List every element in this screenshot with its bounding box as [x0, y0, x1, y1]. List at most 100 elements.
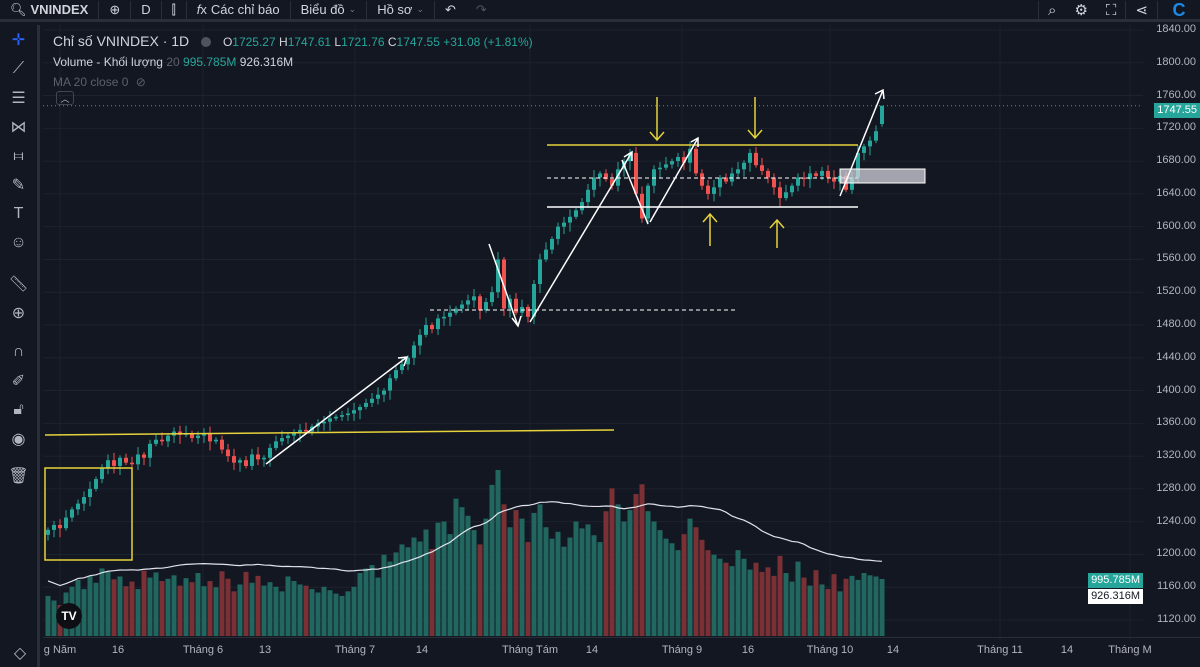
candle-body — [868, 140, 872, 147]
yellow-arrows[interactable] — [649, 97, 785, 248]
hidden-eye-icon[interactable]: ⊘ — [135, 75, 146, 89]
profile-menu-button[interactable]: Hồ sơ ⌄ — [367, 0, 436, 19]
undo-button[interactable]: ↶ — [435, 1, 466, 19]
volume-bar — [729, 566, 735, 636]
time-tick-label: 14 — [1060, 644, 1074, 656]
lock-icon: 🔓︎ — [13, 400, 24, 418]
volume-bar — [183, 578, 189, 636]
fullscreen-button[interactable]: ⛶ — [1097, 1, 1126, 19]
candle-body — [754, 152, 758, 166]
time-axis[interactable]: g Năm 16 Tháng 6 13 Tháng 7 14 Tháng Tám 14 Thán… — [43, 637, 1200, 659]
candle-body — [556, 226, 560, 239]
yellow-support-line[interactable] — [44, 429, 615, 436]
quick-search-button[interactable]: ⌕ — [1038, 1, 1065, 19]
candle-body — [586, 189, 590, 203]
crosshair-tool[interactable]: ✛ — [0, 25, 37, 54]
candle-body — [382, 390, 386, 395]
volume-bar — [537, 504, 543, 636]
volume-bar — [177, 585, 183, 636]
candle-body — [766, 170, 770, 178]
volume-bar — [687, 518, 693, 636]
object-tree-button[interactable]: ◇ — [0, 638, 40, 667]
icon-tool[interactable]: ☺ — [0, 228, 37, 257]
price-tick-label: 1360.00 — [1156, 416, 1196, 429]
volume-bar — [669, 543, 675, 636]
legend-ma[interactable]: MA 20 close 0 ⊘ — [53, 75, 146, 89]
stay-drawing-tool[interactable]: ✐ — [0, 366, 37, 395]
hide-tool[interactable]: ◉ — [0, 424, 37, 453]
candle-body — [862, 146, 866, 153]
volume-bar — [609, 488, 615, 636]
delete-tool[interactable]: 🗑︎ — [0, 461, 37, 490]
volume-bar — [765, 567, 771, 636]
pattern-tool[interactable]: ⋈ — [0, 112, 37, 141]
candle-body — [190, 433, 194, 439]
collapse-legend-icon[interactable] — [201, 37, 212, 48]
zoom-tool[interactable]: ⊕ — [0, 298, 37, 327]
text-tool[interactable]: T — [0, 199, 37, 228]
magnet-tool[interactable]: ∩ — [0, 337, 37, 366]
lock-tool[interactable]: 🔓︎ — [0, 395, 37, 424]
volume-bar — [579, 528, 585, 636]
candle-body — [298, 429, 302, 434]
candle-body — [682, 157, 686, 163]
brush-tool[interactable]: ✎ — [0, 170, 37, 199]
time-tick-label: Tháng 6 — [182, 644, 224, 656]
candle-body — [484, 302, 488, 311]
volume-bar — [705, 550, 711, 636]
time-tick-label: 13 — [258, 644, 272, 656]
chart-menu-button[interactable]: Biểu đồ ⌄ — [291, 0, 368, 19]
trendline-tool[interactable]: ⟋ — [0, 54, 37, 83]
price-chart[interactable] — [43, 25, 1143, 640]
candle-body — [610, 179, 614, 186]
volume-bar — [237, 584, 243, 636]
chart-type-button[interactable]: ⫿ — [162, 0, 187, 19]
volume-bar — [711, 554, 717, 636]
white-arrows[interactable] — [265, 88, 885, 465]
candle-body — [718, 177, 722, 188]
price-tick-label: 1200.00 — [1156, 547, 1196, 560]
volume-bar — [681, 534, 687, 636]
candle-body — [394, 370, 398, 379]
ruler-icon: 📏︎ — [8, 275, 29, 293]
projection-tool[interactable]: ⧦ — [0, 141, 37, 170]
time-tick-label: Tháng 9 — [661, 644, 703, 656]
price-axis[interactable]: 1840.00 1800.00 1760.00 1720.00 1680.00 1640.… — [1143, 23, 1200, 640]
share-button[interactable]: ⋖ — [1125, 1, 1157, 19]
measure-tool[interactable]: 📏︎ — [0, 269, 37, 298]
candle-body — [406, 357, 410, 365]
candle-body — [808, 173, 812, 180]
gray-zone-rect[interactable] — [839, 168, 926, 184]
volume-bar — [411, 537, 417, 636]
compare-button[interactable]: ⊕ — [99, 0, 132, 19]
volume-bar — [879, 579, 885, 636]
volume-bar — [873, 576, 879, 636]
volume-bar — [639, 484, 645, 636]
volume-bar — [417, 541, 423, 636]
candle-body — [760, 165, 764, 171]
candle-body — [400, 364, 404, 371]
collapse-legend-button[interactable]: ︿ — [56, 91, 74, 105]
volume-bar — [663, 538, 669, 636]
time-tick-label: 14 — [585, 644, 599, 656]
fib-tool[interactable]: ☰ — [0, 83, 37, 112]
volume-bar — [327, 590, 333, 636]
volume-bar — [597, 542, 603, 636]
volume-bar — [321, 586, 327, 636]
volume-bar — [339, 595, 345, 636]
candle-body — [490, 292, 494, 303]
settings-button[interactable]: ⚙ — [1065, 1, 1096, 19]
price-tick-label: 1120.00 — [1157, 613, 1196, 625]
volume-bar — [111, 579, 117, 636]
candle-body — [802, 177, 806, 180]
interval-button[interactable]: D — [131, 0, 162, 19]
candle-body — [856, 152, 860, 178]
symbol-search[interactable]: 🔍︎ VNINDEX — [0, 0, 100, 19]
indicators-button[interactable]: fx Các chỉ báo — [187, 0, 291, 19]
yellow-box[interactable] — [44, 467, 133, 561]
volume-bar — [231, 591, 237, 636]
tradingview-logo[interactable]: TV — [56, 603, 82, 629]
legend-volume[interactable]: Volume - Khối lượng 20 995.785M 926.316M — [53, 55, 294, 69]
eye-icon: ◉ — [11, 430, 26, 448]
redo-button[interactable]: ↷ — [466, 1, 497, 19]
